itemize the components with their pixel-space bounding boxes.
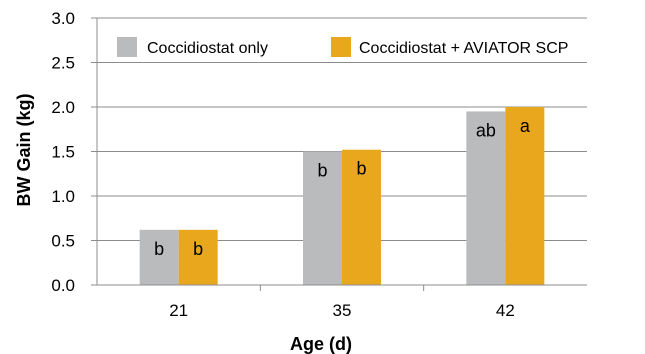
- x-tick-label: 21: [169, 301, 188, 320]
- legend: Coccidiostat only Coccidiostat + AVIATOR…: [117, 37, 568, 57]
- bar-labels: b b b b ab a: [154, 116, 531, 259]
- legend-label-coccidiostat-only: Coccidiostat only: [147, 40, 268, 57]
- x-tick-label: 35: [333, 301, 352, 320]
- y-axis-title: BW Gain (kg): [14, 94, 34, 207]
- y-tick-label: 3.0: [51, 9, 75, 28]
- x-tick-labels: 21 35 42: [169, 301, 515, 320]
- bar-coccidiostat-only-21: [139, 229, 179, 285]
- bar-significance-label: ab: [476, 120, 496, 140]
- legend-swatch-aviator-scp: [331, 37, 351, 57]
- bar-aviator-scp-35: [342, 149, 381, 285]
- bar-significance-label: b: [317, 161, 327, 181]
- bar-coccidiostat-only-42: [466, 111, 506, 285]
- bar-aviator-scp-21: [178, 229, 218, 285]
- x-tick-label: 42: [496, 301, 515, 320]
- bar-significance-label: b: [193, 239, 203, 259]
- y-tick-label: 0.0: [51, 276, 75, 295]
- y-tick-label: 0.5: [51, 232, 75, 251]
- bar-significance-label: b: [154, 239, 164, 259]
- y-tick-label: 1.0: [51, 187, 75, 206]
- bar-coccidiostat-only-35: [303, 151, 342, 285]
- legend-swatch-coccidiostat-only: [117, 37, 137, 57]
- bar-significance-label: b: [356, 159, 366, 179]
- y-tick-label: 1.5: [51, 143, 75, 162]
- bar-aviator-scp-42: [505, 107, 545, 285]
- y-tick-label: 2.5: [51, 54, 75, 73]
- y-tick-label: 2.0: [51, 98, 75, 117]
- axes: [96, 18, 587, 291]
- y-tick-labels: 0.0 0.5 1.0 1.5 2.0 2.5 3.0: [51, 9, 75, 295]
- legend-label-aviator-scp: Coccidiostat + AVIATOR SCP: [359, 40, 568, 57]
- x-axis-title: Age (d): [290, 334, 352, 354]
- bars: [139, 107, 545, 285]
- bar-significance-label: a: [520, 116, 531, 136]
